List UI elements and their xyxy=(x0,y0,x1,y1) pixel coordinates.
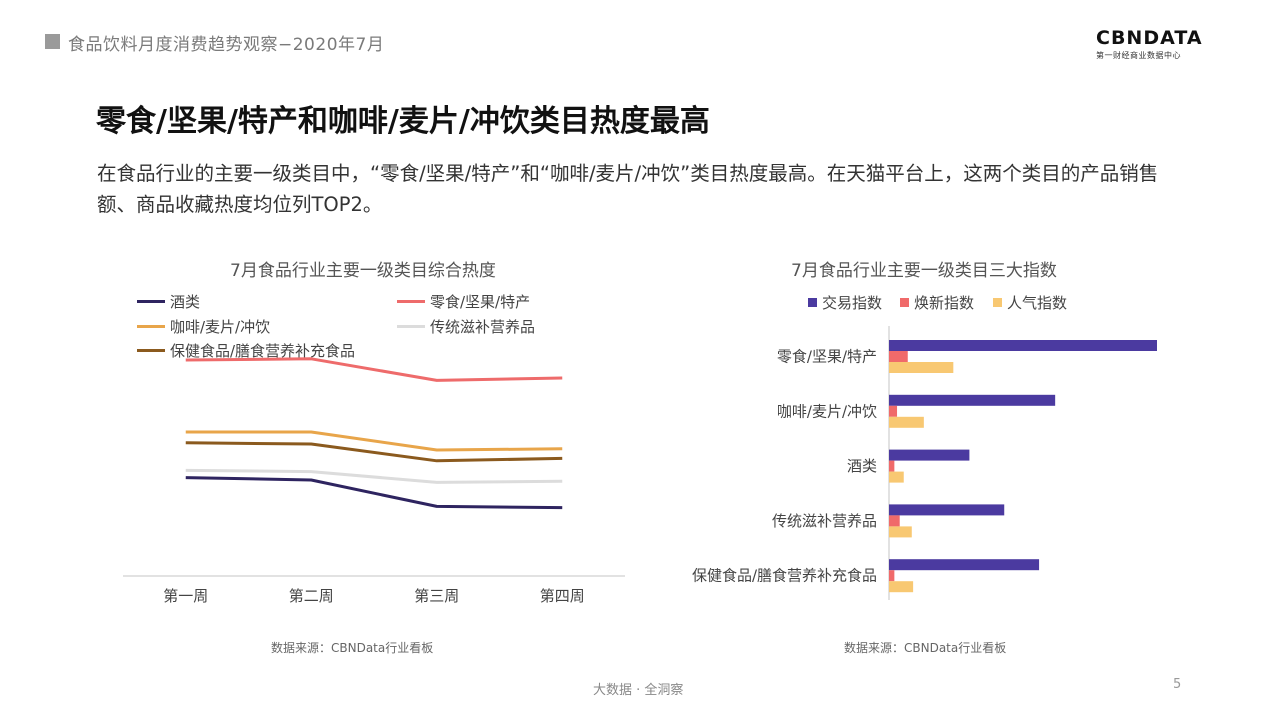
bar-legend-item: 交易指数 xyxy=(808,292,882,313)
bar xyxy=(889,460,895,472)
bar-chart-source: 数据来源：CBNData行业看板 xyxy=(844,641,1007,655)
legend-label: 交易指数 xyxy=(822,294,883,312)
bar xyxy=(889,559,1040,571)
line-legend-item: 酒类 xyxy=(137,291,200,312)
series-line xyxy=(185,441,563,463)
x-tick-label: 第三周 xyxy=(414,587,459,605)
line-chart-title: 7月食品行业主要一级类目综合热度 xyxy=(230,261,496,281)
logo-main-text: CBNDATA xyxy=(1096,27,1203,49)
legend-swatch xyxy=(137,349,165,352)
legend-label: 传统滋补营养品 xyxy=(430,318,536,336)
bar-chart-title: 7月食品行业主要一级类目三大指数 xyxy=(791,261,1057,281)
y-tick-label: 传统滋补营养品 xyxy=(772,512,877,530)
x-tick-label: 第一周 xyxy=(163,587,208,605)
legend-label: 酒类 xyxy=(170,293,201,311)
bar xyxy=(889,405,898,417)
page-description: 在食品行业的主要一级类目中，“零食/坚果/特产”和“咖啡/麦片/冲饮”类目热度最… xyxy=(97,162,1159,216)
bar xyxy=(889,416,924,428)
line-legend-item: 咖啡/麦片/冲饮 xyxy=(137,316,270,337)
bar-legend-item: 焕新指数 xyxy=(900,292,974,313)
legend-label: 零食/坚果/特产 xyxy=(430,293,531,311)
x-tick-label: 第四周 xyxy=(540,587,585,605)
bar xyxy=(889,526,912,538)
bar xyxy=(889,362,954,373)
legend-swatch xyxy=(397,325,425,328)
line-chart-source: 数据来源：CBNData行业看板 xyxy=(271,641,434,655)
bar xyxy=(889,394,1056,406)
legend-label: 人气指数 xyxy=(1007,294,1068,312)
bar xyxy=(889,340,1157,351)
cbndata-logo: CBNDATA 第一财经商业数据中心 xyxy=(1096,27,1203,61)
series-line xyxy=(185,430,563,452)
legend-label: 咖啡/麦片/冲饮 xyxy=(170,318,271,336)
footer-slogan: 大数据 · 全洞察 xyxy=(593,683,684,698)
bar xyxy=(889,570,895,582)
legend-swatch xyxy=(397,300,425,303)
bar xyxy=(889,351,908,362)
y-tick-label: 零食/坚果/特产 xyxy=(777,348,877,366)
line-legend-item: 零食/坚果/特产 xyxy=(397,291,530,312)
bar xyxy=(889,515,900,527)
bar xyxy=(889,504,1005,516)
legend-swatch xyxy=(808,298,817,307)
series-line xyxy=(185,468,563,484)
legend-swatch xyxy=(137,325,165,328)
header-title: 食品饮料月度消费趋势观察−2020年7月 xyxy=(68,35,385,55)
y-tick-label: 保健食品/膳食营养补充食品 xyxy=(692,567,877,585)
bar xyxy=(889,471,904,483)
legend-swatch xyxy=(137,300,165,303)
bar xyxy=(889,581,914,593)
line-legend-item: 保健食品/膳食营养补充食品 xyxy=(137,340,355,361)
page-number: 5 xyxy=(1173,677,1182,692)
page-title: 零食/坚果/特产和咖啡/麦片/冲饮类目热度最高 xyxy=(96,104,710,139)
y-tick-label: 酒类 xyxy=(847,457,877,475)
series-line xyxy=(185,476,563,510)
y-tick-label: 咖啡/麦片/冲饮 xyxy=(777,402,877,420)
series-line xyxy=(185,357,563,382)
legend-swatch xyxy=(900,298,909,307)
bar-legend-item: 人气指数 xyxy=(993,292,1067,313)
x-tick-label: 第二周 xyxy=(289,587,334,605)
legend-label: 保健食品/膳食营养补充食品 xyxy=(170,342,356,360)
bar xyxy=(889,449,970,461)
legend-label: 焕新指数 xyxy=(914,294,975,312)
logo-sub-text: 第一财经商业数据中心 xyxy=(1096,51,1181,60)
legend-swatch xyxy=(993,298,1002,307)
header-marker xyxy=(45,34,60,49)
line-legend-item: 传统滋补营养品 xyxy=(397,316,535,337)
